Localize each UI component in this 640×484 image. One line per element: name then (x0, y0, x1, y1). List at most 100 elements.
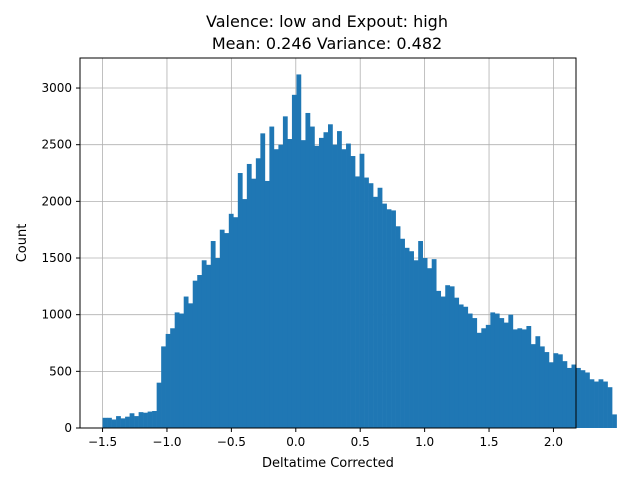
histogram-bar (305, 112, 311, 428)
histogram-bar (404, 247, 410, 428)
histogram-bar (170, 328, 175, 428)
histogram-bar (580, 370, 586, 428)
histogram-bar (512, 329, 518, 428)
histogram-bar (129, 413, 135, 428)
histogram-bar (328, 124, 333, 428)
histogram-bar (273, 149, 279, 429)
x-tick-label: 0.0 (286, 435, 305, 449)
x-axis-label: Deltatime Corrected (262, 456, 394, 471)
y-tick-label: 2000 (41, 194, 72, 208)
histogram-bar (571, 364, 577, 428)
histogram-bar (111, 419, 117, 428)
histogram-bar (102, 417, 108, 428)
histogram-bar (188, 303, 194, 428)
x-tick-label: −1.0 (152, 435, 181, 449)
histogram-bar (138, 412, 144, 428)
histogram-bar (562, 361, 568, 428)
histogram-bar (179, 313, 185, 428)
histogram-bar (400, 238, 405, 428)
histogram-bar (458, 304, 464, 428)
histogram-bar (494, 313, 500, 428)
y-axis-ticks: 0 500 1000 1500 2000 2500 3000 (41, 81, 80, 435)
y-tick-label: 3000 (41, 81, 72, 95)
histogram-bar (598, 379, 604, 428)
histogram-bar (607, 387, 613, 428)
histogram-bar (566, 367, 572, 428)
histogram-bar (251, 178, 257, 428)
histogram-bar (201, 260, 207, 428)
y-tick-label: 1000 (41, 308, 72, 322)
histogram-bar (418, 241, 423, 428)
histogram-bar (107, 417, 112, 428)
histogram-bar (147, 411, 153, 428)
histogram-bar (503, 322, 509, 428)
histogram-bar (535, 336, 541, 428)
histogram-bar (576, 367, 581, 428)
histogram-bar (382, 203, 387, 428)
y-tick-label: 1500 (41, 251, 72, 265)
histogram-bar (161, 346, 166, 428)
histogram-bar (440, 296, 446, 428)
histogram-bar (521, 329, 527, 428)
y-tick-label: 500 (49, 364, 72, 378)
histogram-bar (589, 379, 595, 428)
histogram-bar (548, 362, 554, 428)
histogram-bar (210, 241, 216, 428)
histogram-bar (346, 143, 351, 428)
histogram-bar (337, 131, 342, 428)
histogram-bar (237, 173, 243, 428)
histogram-bar (612, 414, 617, 428)
histogram-bar (116, 416, 121, 428)
histogram-bar (264, 180, 270, 428)
histogram-bar (386, 209, 392, 428)
histogram-bar (197, 275, 203, 428)
histogram-bars (102, 74, 617, 429)
histogram-bar (445, 285, 451, 428)
histogram-bar (125, 416, 130, 428)
histogram-bar (409, 251, 414, 428)
plot-frame (79, 57, 577, 429)
x-tick-label: −0.5 (217, 435, 246, 449)
x-tick-label: 0.5 (351, 435, 370, 449)
histogram-bar (318, 137, 324, 428)
histogram-bar (436, 290, 442, 428)
histogram-bar (481, 328, 487, 428)
histogram-bar (553, 353, 559, 428)
histogram-bar (246, 163, 252, 428)
histogram-bar (269, 126, 275, 429)
y-tick-label: 2500 (41, 138, 72, 152)
histogram-bar (485, 324, 491, 428)
histogram-bar (282, 116, 288, 428)
histogram-bar (332, 144, 338, 428)
histogram-bar (499, 318, 505, 428)
histogram-bar (526, 326, 532, 428)
histogram-bar (206, 264, 212, 428)
histogram-bar (467, 313, 473, 428)
histogram-bar (472, 318, 478, 428)
histogram-bar (539, 346, 545, 428)
histogram-bar (143, 412, 148, 428)
histogram-bar (134, 416, 139, 428)
histogram-bar (314, 145, 320, 428)
histogram-bar (300, 140, 306, 428)
histogram-bar (355, 176, 360, 428)
histogram-bar (152, 411, 157, 428)
histogram-bar (517, 328, 523, 428)
x-tick-label: 1.0 (415, 435, 434, 449)
histogram-bar (287, 139, 293, 428)
histogram-bar (350, 156, 356, 428)
histogram-bar (530, 344, 536, 428)
histogram-bar (449, 286, 455, 428)
chart-title: Valence: low and Expout: high (206, 12, 448, 31)
histogram-bar (291, 94, 297, 428)
histogram-bar (557, 354, 563, 428)
y-axis-label: Count (15, 224, 30, 263)
histogram-bar (359, 153, 365, 428)
histogram-bar (233, 217, 239, 428)
histogram-bar (296, 74, 302, 428)
histogram-bar (431, 259, 437, 428)
histogram-bar (278, 144, 284, 428)
histogram-bar (165, 333, 171, 428)
